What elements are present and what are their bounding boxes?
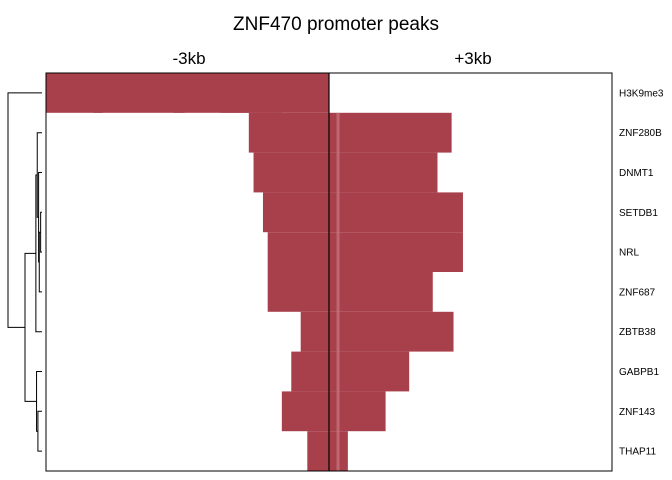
peak-bar-h3k9me3-1 bbox=[93, 73, 103, 113]
row-label-znf280b: ZNF280B bbox=[619, 128, 662, 139]
peak-bar-dnmt1-1 bbox=[329, 152, 438, 193]
dendrogram-branch-6 bbox=[37, 410, 42, 452]
row-label-dnmt1: DNMT1 bbox=[619, 168, 654, 179]
row-label-h3k9me3: H3K9me3 bbox=[619, 88, 664, 99]
chart-title: ZNF470 promoter peaks bbox=[233, 14, 439, 35]
heatmap-bars bbox=[46, 73, 463, 472]
peak-bar-znf280b-0 bbox=[248, 112, 329, 153]
peak-bar-setdb1-1 bbox=[329, 192, 463, 233]
row-label-zbtb38: ZBTB38 bbox=[619, 327, 656, 338]
column-label-left: -3kb bbox=[172, 49, 205, 68]
row-label-znf687: ZNF687 bbox=[619, 287, 656, 298]
column-label-right: +3kb bbox=[454, 49, 491, 68]
row-label-nrl: NRL bbox=[619, 248, 639, 259]
peak-bar-znf687-1 bbox=[329, 272, 433, 312]
peak-bar-zbtb38-0 bbox=[300, 311, 329, 352]
peak-bar-zbtb38-1 bbox=[329, 311, 454, 352]
peak-bar-setdb1-0 bbox=[262, 192, 329, 233]
peak-bar-nrl-1 bbox=[329, 232, 463, 272]
dendrogram-branch-4 bbox=[36, 132, 42, 218]
peak-bar-thap11-0 bbox=[307, 431, 329, 471]
dendrogram bbox=[7, 92, 42, 452]
dendrogram-branch-8 bbox=[24, 252, 37, 402]
peak-bar-gabpb1-0 bbox=[291, 351, 329, 392]
dendrogram-branch-1 bbox=[40, 211, 42, 253]
row-label-znf143: ZNF143 bbox=[619, 407, 656, 418]
dendrogram-branch-9 bbox=[7, 92, 42, 328]
row-label-setdb1: SETDB1 bbox=[619, 208, 658, 219]
row-labels: H3K9me3 ZNF280B DNMT1 SETDB1 NRL ZNF687 ZBTB38… bbox=[619, 88, 664, 457]
plot-frame bbox=[45, 72, 613, 472]
peak-bar-dnmt1-0 bbox=[253, 152, 329, 193]
peak-bar-znf280b-1 bbox=[329, 112, 452, 153]
dendrogram-branch-7 bbox=[36, 371, 42, 432]
peak-bar-znf143-0 bbox=[281, 391, 329, 432]
peak-bar-gabpb1-1 bbox=[329, 351, 410, 392]
row-label-thap11: THAP11 bbox=[619, 447, 656, 458]
peak-bar-h3k9me3-2 bbox=[173, 73, 185, 113]
row-label-gabpb1: GABPB1 bbox=[619, 367, 659, 378]
peak-bar-h3k9me3-3 bbox=[220, 73, 329, 113]
center-highlight bbox=[336, 112, 340, 472]
peak-bar-nrl-0 bbox=[267, 232, 329, 272]
peak-bar-znf687-0 bbox=[267, 272, 329, 312]
